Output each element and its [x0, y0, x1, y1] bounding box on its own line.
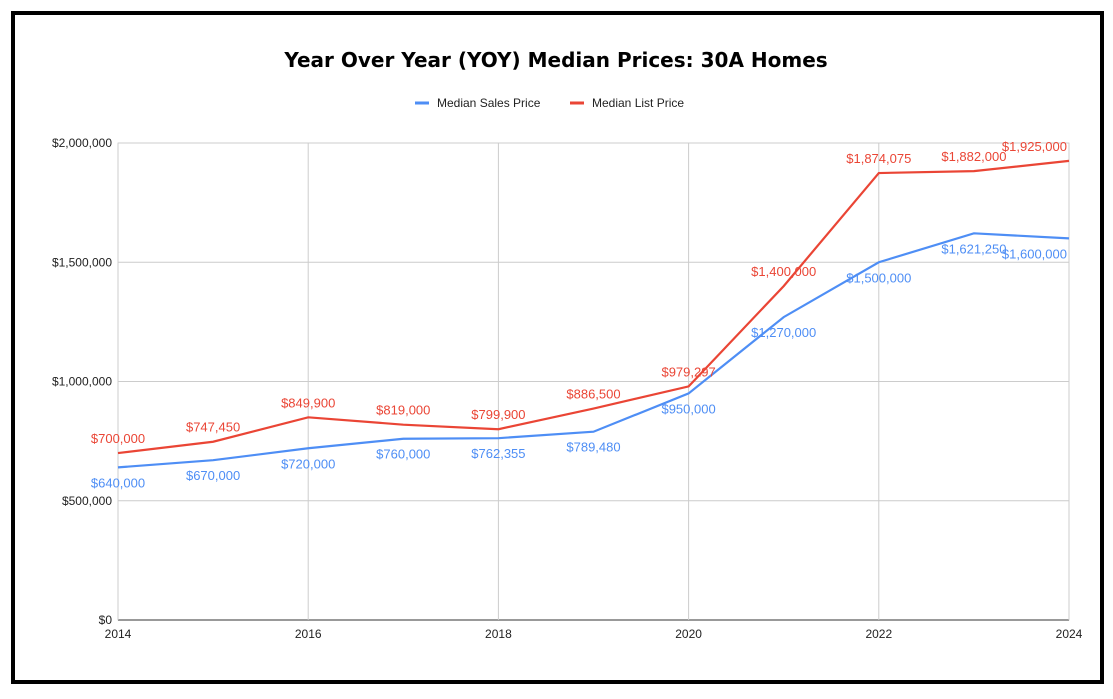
data-label: $762,355	[471, 446, 525, 461]
data-label: $670,000	[186, 468, 240, 483]
data-label: $886,500	[566, 387, 620, 402]
data-label: $819,000	[376, 403, 430, 418]
grid	[117, 142, 1070, 621]
data-label: $1,500,000	[846, 270, 911, 285]
y-tick-label: $2,000,000	[52, 136, 112, 150]
axes: $0 $500,000 $1,000,000 $1,500,000 $2,000,000…	[52, 136, 1083, 641]
y-tick-label: $500,000	[62, 494, 112, 508]
data-label: $760,000	[376, 447, 430, 462]
x-tick-label: 2016	[295, 627, 322, 641]
y-tick-label: $1,000,000	[52, 375, 112, 389]
data-label: $1,600,000	[1002, 246, 1067, 261]
legend: Median Sales Price Median List Price	[415, 96, 684, 110]
y-tick-label: $0	[99, 613, 113, 627]
x-tick-label: 2024	[1056, 627, 1083, 641]
x-tick-label: 2020	[675, 627, 702, 641]
y-tick-label: $1,500,000	[52, 255, 112, 269]
chart-frame	[11, 11, 1104, 684]
x-tick-label: 2014	[105, 627, 132, 641]
legend-item: Median List Price	[570, 96, 684, 110]
data-label: $799,900	[471, 407, 525, 422]
data-label: $1,925,000	[1002, 139, 1067, 154]
x-tick-label: 2018	[485, 627, 512, 641]
data-label: $640,000	[91, 475, 145, 490]
data-label: $700,000	[91, 431, 145, 446]
legend-label: Median List Price	[592, 96, 684, 110]
chart-title: Year Over Year (YOY) Median Prices: 30A …	[283, 48, 827, 72]
x-tick-label: 2022	[865, 627, 892, 641]
data-label: $979,297	[661, 364, 715, 379]
series-line	[117, 232, 1070, 469]
data-label: $849,900	[281, 395, 335, 410]
series-line	[117, 159, 1070, 455]
data-label: $747,450	[186, 420, 240, 435]
legend-label: Median Sales Price	[437, 96, 541, 110]
data-label: $1,874,075	[846, 151, 911, 166]
data-label: $950,000	[661, 401, 715, 416]
data-label: $1,270,000	[751, 325, 816, 340]
data-label: $720,000	[281, 456, 335, 471]
data-label: $789,480	[566, 440, 620, 455]
data-label: $1,400,000	[751, 264, 816, 279]
data-label: $1,621,250	[941, 241, 1006, 256]
data-labels: $640,000 $670,000 $720,000 $760,000 $762,355…	[91, 139, 1067, 490]
legend-item: Median Sales Price	[415, 96, 541, 110]
series-lines	[117, 159, 1070, 469]
data-label: $1,882,000	[941, 149, 1006, 164]
